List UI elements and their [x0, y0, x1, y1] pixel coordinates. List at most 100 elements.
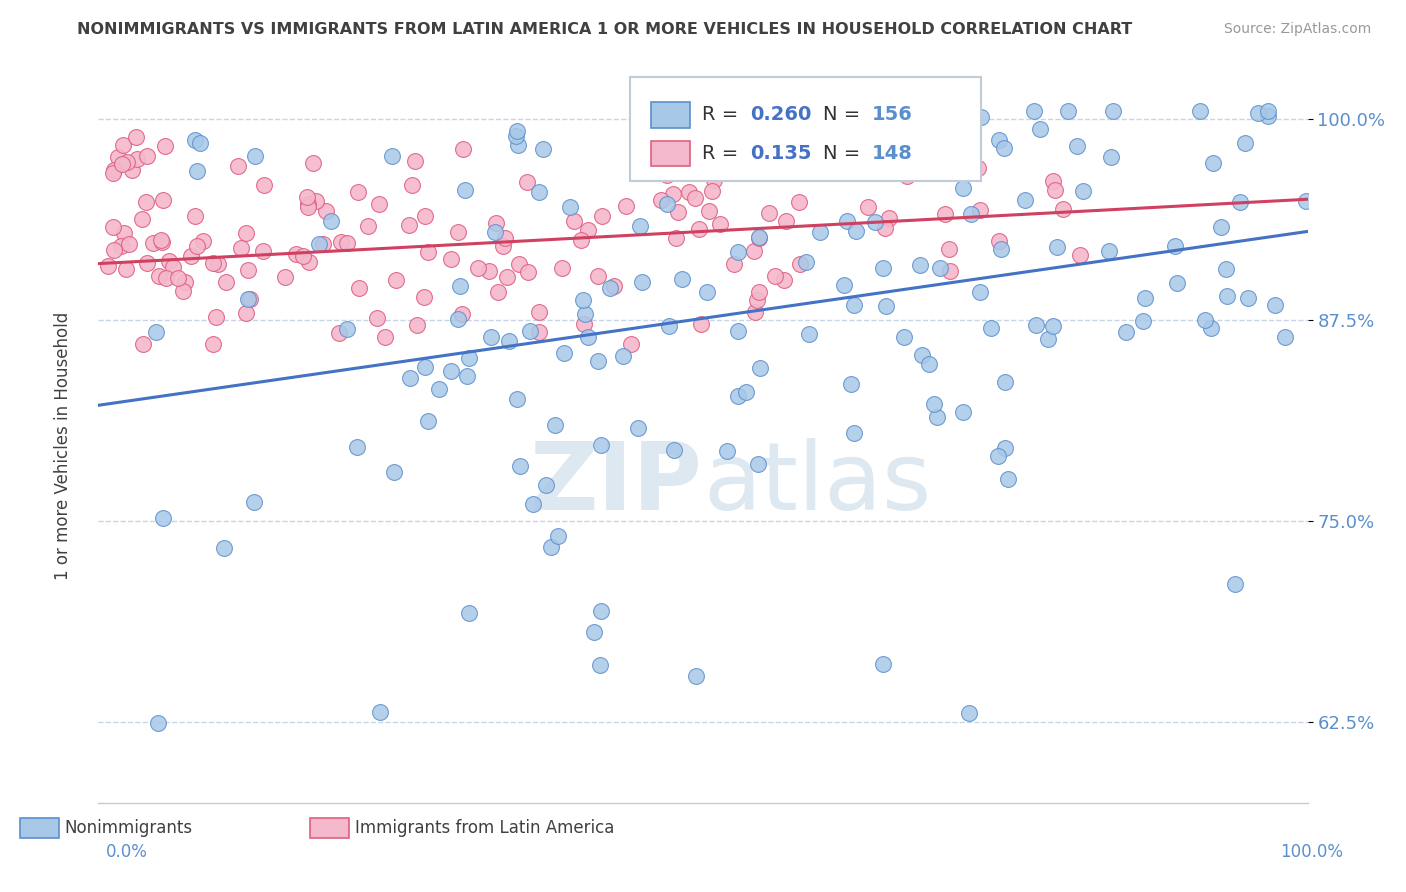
Point [399, 371, 422, 385]
Point [458, 351, 481, 365]
Point [201, 337, 224, 351]
Point [875, 299, 897, 313]
Point [709, 217, 731, 231]
Point [571, 293, 593, 307]
Point [416, 245, 439, 260]
Point [111, 138, 134, 153]
Text: 0.260: 0.260 [751, 105, 811, 124]
Point [602, 278, 624, 293]
Point [180, 249, 202, 263]
Point [451, 143, 474, 157]
Point [664, 443, 686, 458]
Point [440, 252, 463, 267]
Point [101, 167, 124, 181]
Point [506, 392, 529, 406]
Point [544, 417, 567, 432]
Point [155, 139, 177, 153]
Point [356, 219, 378, 233]
Point [413, 360, 436, 375]
Point [716, 444, 738, 458]
Point [952, 181, 974, 195]
Text: 0.135: 0.135 [751, 144, 811, 162]
Text: NONIMMIGRANTS VS IMMIGRANTS FROM LATIN AMERICA 1 OR MORE VEHICLES IN HOUSEHOLD C: NONIMMIGRANTS VS IMMIGRANTS FROM LATIN A… [77, 22, 1133, 37]
Point [591, 209, 613, 223]
Point [787, 195, 810, 210]
Point [252, 244, 274, 259]
Point [1115, 325, 1137, 339]
Point [589, 658, 612, 673]
Point [790, 103, 813, 118]
Point [599, 281, 621, 295]
Point [959, 206, 981, 220]
Point [893, 330, 915, 344]
Point [700, 184, 723, 198]
Point [1046, 240, 1069, 254]
Point [346, 185, 368, 199]
Point [1237, 291, 1260, 305]
Point [398, 218, 420, 232]
FancyBboxPatch shape [630, 78, 981, 181]
Point [727, 324, 749, 338]
Point [478, 263, 501, 277]
Point [505, 128, 527, 143]
Point [115, 154, 138, 169]
Point [665, 231, 688, 245]
Point [748, 230, 770, 244]
Point [112, 226, 135, 240]
Point [685, 669, 707, 683]
Point [1211, 219, 1233, 234]
Point [479, 330, 502, 344]
Point [547, 529, 569, 543]
Point [742, 244, 765, 259]
Point [1043, 182, 1066, 196]
Point [498, 334, 520, 348]
Point [690, 317, 713, 331]
Point [157, 254, 180, 268]
Point [368, 197, 391, 211]
Point [1257, 109, 1279, 123]
Text: Nonimmigrants: Nonimmigrants [65, 819, 193, 837]
Point [214, 541, 236, 555]
Point [1194, 313, 1216, 327]
Point [508, 257, 530, 271]
Point [302, 156, 325, 170]
Point [401, 178, 423, 193]
Point [131, 211, 153, 226]
Point [312, 237, 335, 252]
Point [696, 285, 718, 299]
Text: atlas: atlas [703, 439, 931, 531]
Point [967, 161, 990, 175]
Point [202, 256, 225, 270]
Point [911, 348, 934, 362]
Point [1025, 318, 1047, 333]
Point [413, 290, 436, 304]
Point [666, 205, 689, 219]
Point [583, 625, 606, 640]
Point [727, 389, 749, 403]
Point [118, 237, 141, 252]
Point [927, 409, 949, 424]
Point [808, 225, 831, 239]
Point [115, 262, 138, 277]
Point [1098, 244, 1121, 259]
Point [184, 132, 207, 146]
Point [938, 243, 960, 257]
Point [416, 414, 439, 428]
Point [1042, 318, 1064, 333]
Point [797, 326, 820, 341]
Point [785, 148, 807, 162]
Point [626, 421, 648, 435]
Point [591, 604, 613, 618]
Point [274, 270, 297, 285]
Point [519, 324, 541, 338]
Point [427, 383, 450, 397]
Point [534, 478, 557, 492]
Point [149, 233, 172, 247]
Point [997, 473, 1019, 487]
Point [347, 281, 370, 295]
Point [245, 149, 267, 163]
Point [935, 136, 957, 150]
Point [755, 143, 778, 157]
Point [1132, 314, 1154, 328]
Point [292, 249, 315, 263]
